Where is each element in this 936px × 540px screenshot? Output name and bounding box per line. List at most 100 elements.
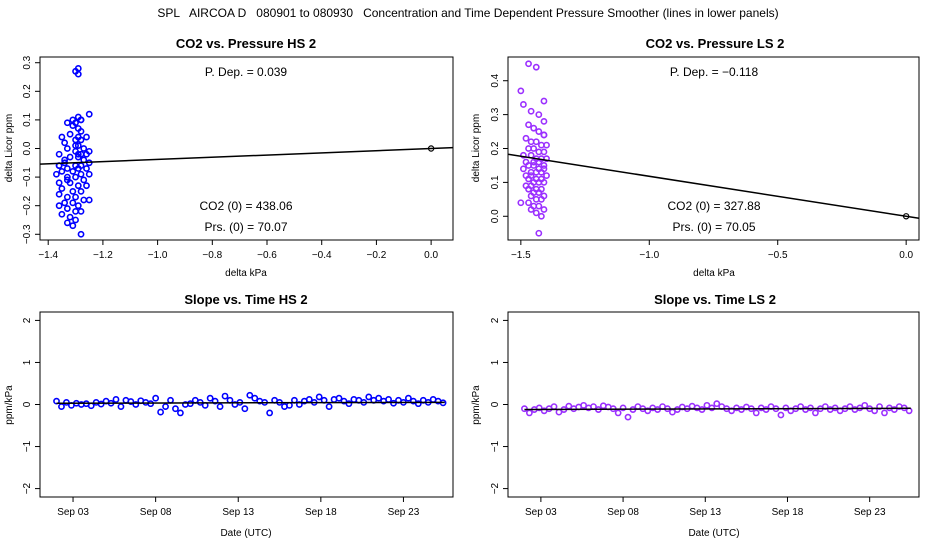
- x-axis-label: delta kPa: [693, 268, 735, 279]
- data-point: [63, 205, 71, 212]
- data-point: [404, 394, 412, 402]
- x-tick-label: Sep 13: [222, 507, 254, 518]
- panel-slope-vs-time-ls2: Slope vs. Time LS 2 Sep 03 Sep 08 Sep 13 Se…: [471, 292, 920, 539]
- data-point: [221, 392, 229, 400]
- x-tick-label: −0.5: [768, 250, 788, 261]
- x-axis-label: delta kPa: [225, 268, 267, 279]
- data-point: [713, 400, 721, 408]
- panel-slope-vs-time-hs2: Slope vs. Time HS 2 Sep 03 Sep 08 Sep 13 Se…: [4, 292, 454, 539]
- x-tick-label: Sep 23: [854, 507, 886, 518]
- data-point: [890, 406, 898, 413]
- data-point: [74, 153, 82, 161]
- data-point: [535, 202, 543, 210]
- plot-area: Sep 03 Sep 08 Sep 13 Sep 18 Sep 23 −2 −1 0 1 2: [490, 317, 913, 518]
- x-axis-label: Date (UTC): [220, 528, 271, 539]
- co2-zero-annotation: CO2 (0) = 438.06: [199, 199, 292, 213]
- data-point: [63, 119, 71, 127]
- y-axis-label: delta Licor ppm: [471, 114, 482, 182]
- y-tick-label: 0.4: [490, 73, 501, 87]
- data-point: [520, 101, 527, 108]
- data-point: [535, 404, 543, 412]
- data-point: [80, 176, 88, 184]
- data-point: [61, 139, 69, 147]
- data-point: [172, 405, 179, 413]
- data-point: [77, 208, 85, 215]
- panel-title: Slope vs. Time HS 2: [184, 292, 307, 307]
- x-tick-label: Sep 08: [607, 507, 639, 518]
- data-point: [535, 128, 543, 135]
- y-axis-label: delta Licor ppm: [4, 114, 15, 182]
- data-point: [85, 110, 93, 118]
- data-point: [83, 133, 90, 141]
- fit-line: [507, 153, 920, 220]
- data-point: [74, 150, 82, 158]
- y-tick-label: 1: [22, 359, 33, 365]
- y-axis-label: ppm/kPa: [471, 385, 482, 425]
- data-point: [325, 403, 333, 411]
- data-point: [543, 155, 550, 163]
- data-point: [85, 196, 93, 204]
- y-tick-label: −1: [22, 440, 33, 452]
- data-point: [74, 202, 82, 210]
- data-point: [63, 193, 71, 201]
- data-point: [540, 148, 548, 156]
- data-point: [345, 400, 353, 408]
- data-point: [66, 130, 74, 138]
- y-tick-label: 0.1: [22, 113, 33, 127]
- data-point: [77, 187, 85, 195]
- data-point: [66, 153, 74, 161]
- data-point: [157, 408, 164, 416]
- data-point: [543, 172, 550, 180]
- data-point: [63, 219, 71, 227]
- data-point: [72, 208, 79, 215]
- data-point: [520, 165, 527, 173]
- data-point: [644, 407, 652, 415]
- plot-frame: [507, 311, 920, 498]
- data-point: [522, 134, 530, 142]
- data-point: [55, 150, 63, 158]
- data-point: [58, 167, 66, 175]
- data-point: [537, 212, 545, 220]
- data-point: [535, 111, 543, 119]
- data-point: [216, 403, 224, 411]
- prs-zero-annotation: Prs. (0) = 70.05: [672, 220, 755, 234]
- prs-zero-annotation: Prs. (0) = 70.07: [204, 220, 287, 234]
- data-point: [614, 409, 622, 417]
- data-point: [74, 70, 82, 78]
- data-point: [619, 404, 627, 412]
- panel-title: Slope vs. Time LS 2: [654, 292, 776, 307]
- data-point: [72, 193, 79, 201]
- x-tick-label: Sep 08: [140, 507, 172, 518]
- data-point: [63, 165, 71, 172]
- data-point: [74, 142, 82, 150]
- x-tick-label: −1.2: [93, 250, 113, 261]
- data-point: [525, 60, 532, 68]
- data-point: [881, 409, 888, 417]
- data-point: [295, 401, 303, 408]
- data-point: [525, 185, 532, 193]
- data-point: [69, 122, 77, 130]
- y-tick-label: −2: [490, 482, 501, 494]
- data-point: [69, 222, 77, 230]
- data-point: [77, 170, 85, 178]
- x-tick-label: −0.6: [257, 250, 277, 261]
- data-point: [63, 398, 70, 406]
- data-point: [206, 394, 214, 402]
- data-point: [543, 141, 550, 149]
- data-point: [532, 138, 540, 146]
- data-point: [286, 401, 293, 409]
- panel-title: CO2 vs. Pressure HS 2: [176, 36, 316, 51]
- data-point: [69, 167, 77, 175]
- data-point: [72, 136, 79, 144]
- data-point: [540, 97, 548, 105]
- data-point: [55, 190, 63, 198]
- data-point: [624, 413, 632, 421]
- panel-title: CO2 vs. Pressure LS 2: [646, 36, 785, 51]
- data-point: [167, 396, 174, 404]
- x-tick-label: Sep 03: [57, 507, 89, 518]
- data-point: [77, 136, 85, 144]
- y-tick-label: 0.1: [490, 175, 501, 189]
- data-point: [58, 133, 66, 141]
- data-point: [63, 176, 71, 184]
- data-point: [55, 179, 63, 187]
